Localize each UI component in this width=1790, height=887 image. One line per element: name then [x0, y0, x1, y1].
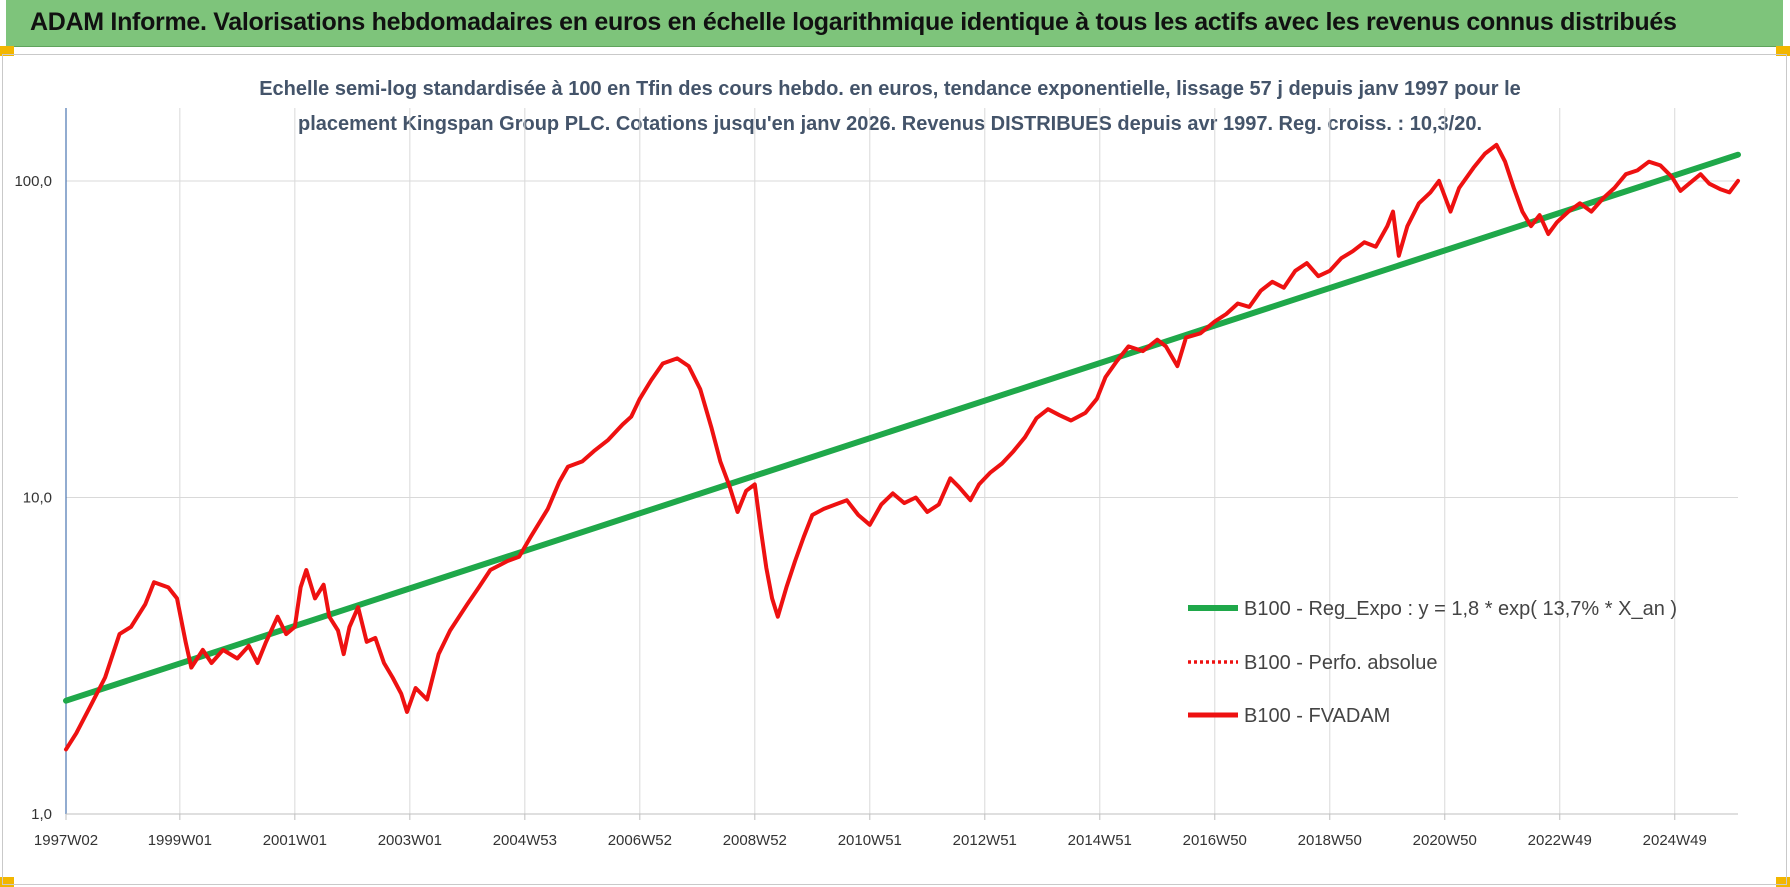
x-tick-label: 2001W01 [263, 832, 327, 849]
x-tick-label: 1997W02 [34, 832, 98, 849]
legend-label: B100 - FVADAM [1244, 705, 1390, 727]
legend-label: B100 - Perfo. absolue [1244, 652, 1437, 674]
chart-subtitle-line-2: placement Kingspan Group PLC. Cotations … [298, 113, 1482, 135]
x-tick-label: 2003W01 [378, 832, 442, 849]
corner-accent-right [1776, 46, 1790, 56]
x-tick-label: 2018W50 [1298, 832, 1362, 849]
y-tick-label: 10,0 [23, 489, 52, 506]
x-tick-label: 2004W53 [493, 832, 557, 849]
x-tick-label: 2006W52 [608, 832, 672, 849]
chart-subtitle-line-1: Echelle semi-log standardisée à 100 en T… [259, 78, 1521, 100]
x-tick-label: 1999W01 [148, 832, 212, 849]
fvadam-line [64, 142, 1740, 752]
corner-accent-left [0, 46, 14, 56]
y-tick-label: 1,0 [31, 806, 52, 823]
x-tick-label: 2022W49 [1528, 832, 1592, 849]
x-tick-label: 2024W49 [1643, 832, 1707, 849]
header-banner: ADAM Informe. Valorisations hebdomadaire… [6, 0, 1783, 47]
x-tick-label: 2020W50 [1413, 832, 1477, 849]
chart-area [2, 54, 1787, 885]
corner-accent-bottom-right [1776, 877, 1790, 887]
x-tick-label: 2010W51 [838, 832, 902, 849]
trend-line [63, 151, 1741, 704]
report-title: ADAM Informe. Valorisations hebdomadaire… [30, 8, 1677, 36]
y-tick-label: 100,0 [14, 173, 52, 190]
x-tick-label: 2016W50 [1183, 832, 1247, 849]
x-tick-label: 2012W51 [953, 832, 1017, 849]
x-tick-label: 2014W51 [1068, 832, 1132, 849]
x-tick-label: 2008W52 [723, 832, 787, 849]
corner-accent-bottom-left [0, 877, 14, 887]
legend-label: B100 - Reg_Expo : y = 1,8 * exp( 13,7% *… [1244, 598, 1677, 620]
